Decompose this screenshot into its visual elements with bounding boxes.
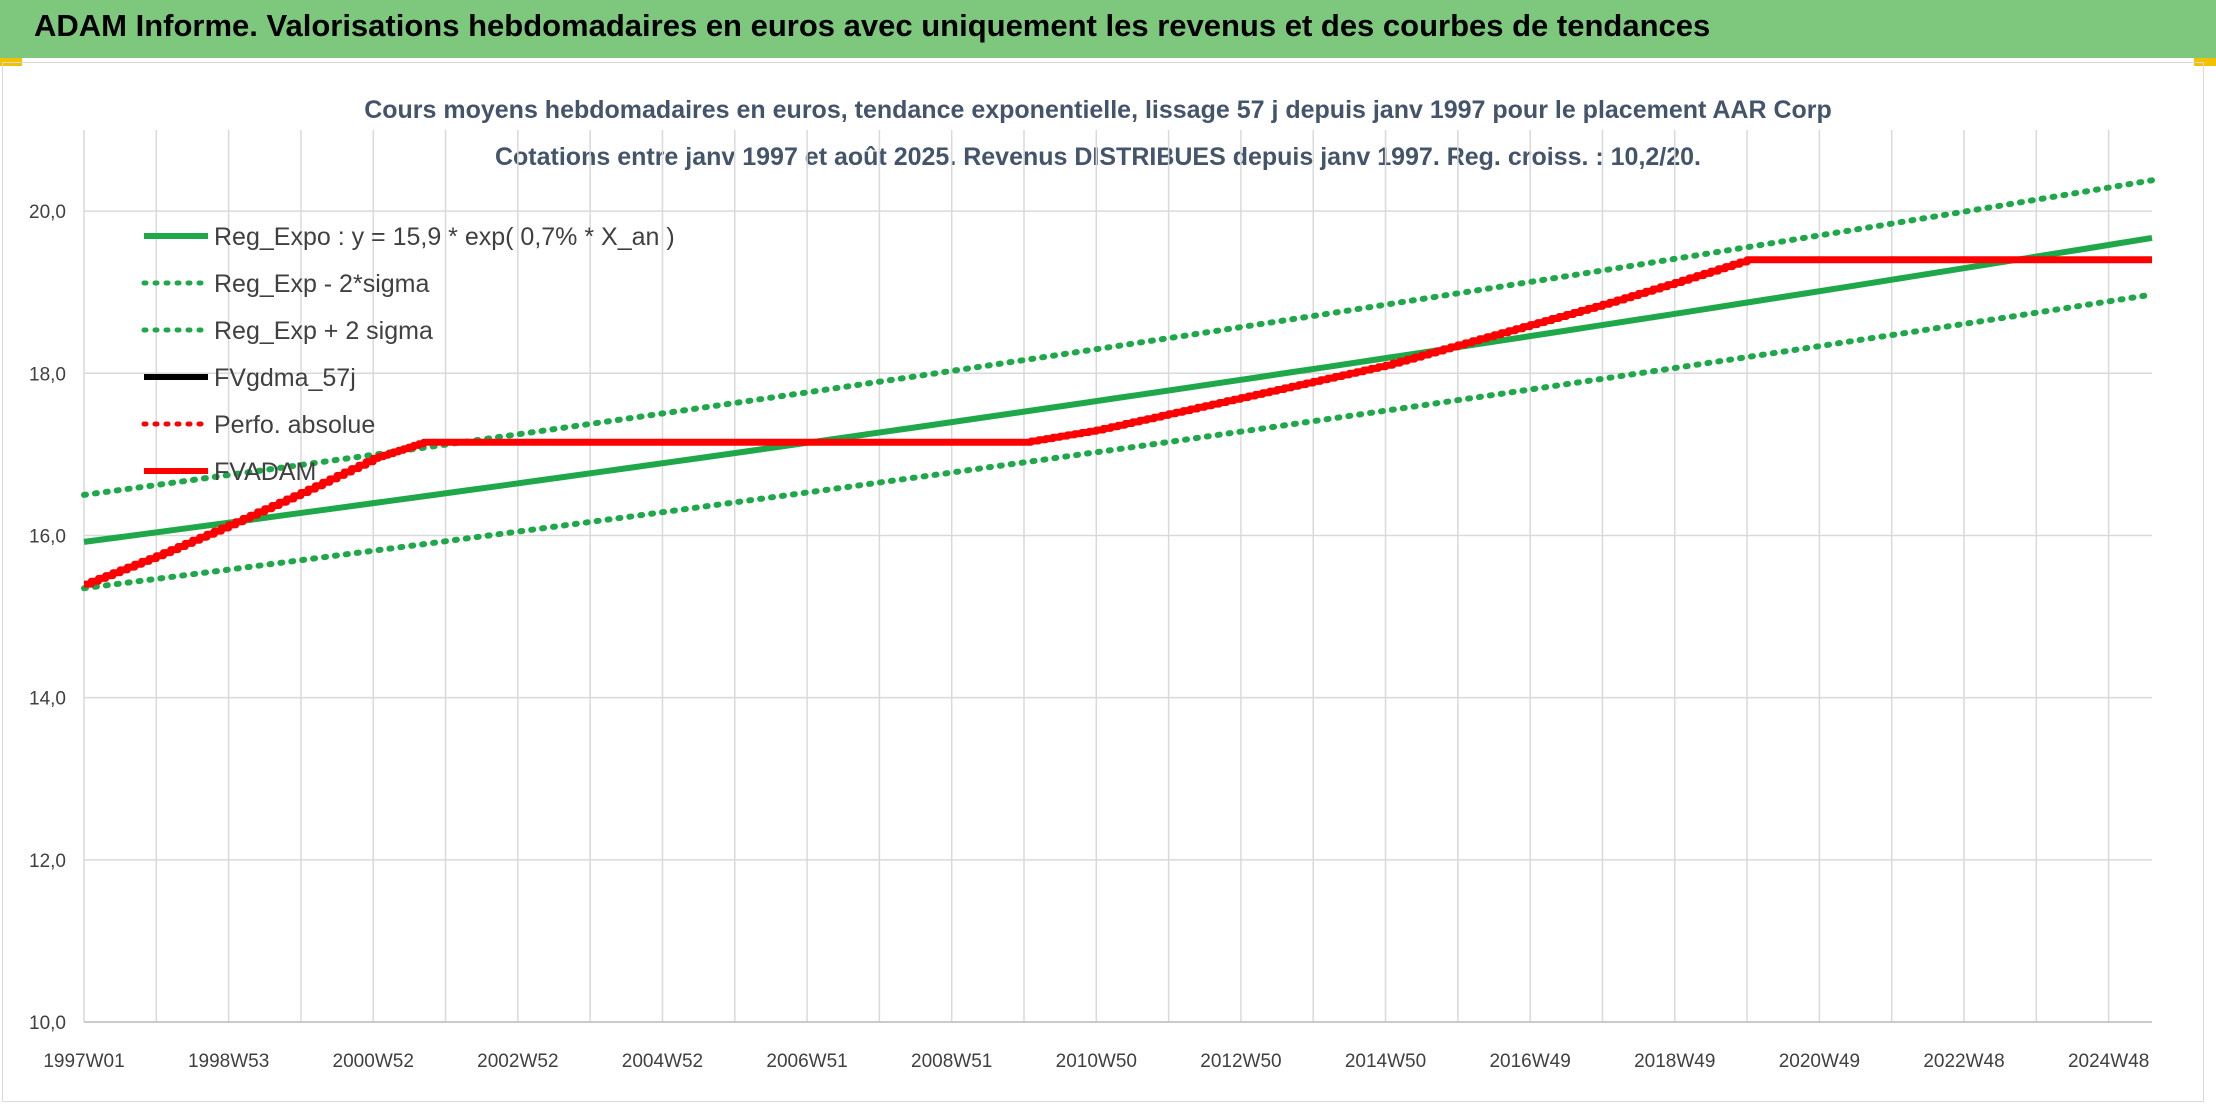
x-tick-label: 2024W48 xyxy=(2068,1051,2149,1072)
x-tick-label: 2014W50 xyxy=(1345,1051,1426,1072)
series-line xyxy=(83,234,2153,545)
series-line xyxy=(81,177,2155,498)
report-banner: ADAM Informe. Valorisations hebdomadaire… xyxy=(0,0,2216,58)
y-tick-label: 12,0 xyxy=(29,851,66,872)
y-tick-label: 20,0 xyxy=(29,202,66,223)
y-tick-label: 16,0 xyxy=(29,526,66,547)
corner-marker-right xyxy=(2194,58,2216,66)
axes: 10,0 12,0 14,0 16,0 18,0 20,0 1997W01 1998W53 20… xyxy=(29,202,2152,1072)
grid xyxy=(83,130,2152,1023)
legend-label: Perfo. absolue xyxy=(214,411,375,439)
chart-frame xyxy=(2,62,2204,1102)
x-tick-label: 2008W51 xyxy=(911,1051,992,1072)
x-tick-label: 2016W49 xyxy=(1489,1051,1570,1072)
y-tick-label: 10,0 xyxy=(29,1013,66,1034)
x-tick-label: 2020W49 xyxy=(1779,1051,1860,1072)
x-tick-label: 2010W50 xyxy=(1056,1051,1137,1072)
x-tick-label: 1998W53 xyxy=(188,1051,269,1072)
x-tick-label: 2004W52 xyxy=(622,1051,703,1072)
x-tick-label: 1997W01 xyxy=(43,1051,124,1072)
x-tick-label: 2002W52 xyxy=(477,1051,558,1072)
chart-subtitle: Cotations entre janv 1997 et août 2025. … xyxy=(495,143,1701,171)
x-tick-label: 2022W48 xyxy=(1923,1051,2004,1072)
x-tick-label: 2006W51 xyxy=(766,1051,847,1072)
legend-label: Reg_Exp - 2*sigma xyxy=(214,270,429,298)
legend-label: FVADAM xyxy=(214,458,316,486)
report-title: ADAM Informe. Valorisations hebdomadaire… xyxy=(34,8,1711,43)
x-tick-label: 2012W50 xyxy=(1200,1051,1281,1072)
y-tick-label: 14,0 xyxy=(29,689,66,710)
legend: Reg_Expo : y = 15,9 * exp( 0,7% * X_an )… xyxy=(141,223,675,486)
legend-label: Reg_Exp + 2 sigma xyxy=(214,317,433,345)
series-line xyxy=(84,256,2152,588)
x-tick-label: 2018W49 xyxy=(1634,1051,1715,1072)
legend-label: FVgdma_57j xyxy=(214,364,356,392)
x-tick-label: 2000W52 xyxy=(333,1051,414,1072)
legend-label: Reg_Expo : y = 15,9 * exp( 0,7% * X_an ) xyxy=(214,223,675,251)
chart-title: Cours moyens hebdomadaires en euros, ten… xyxy=(364,96,1832,124)
y-tick-label: 18,0 xyxy=(29,364,66,385)
series-layer xyxy=(81,177,2155,592)
series-line xyxy=(81,291,2155,592)
